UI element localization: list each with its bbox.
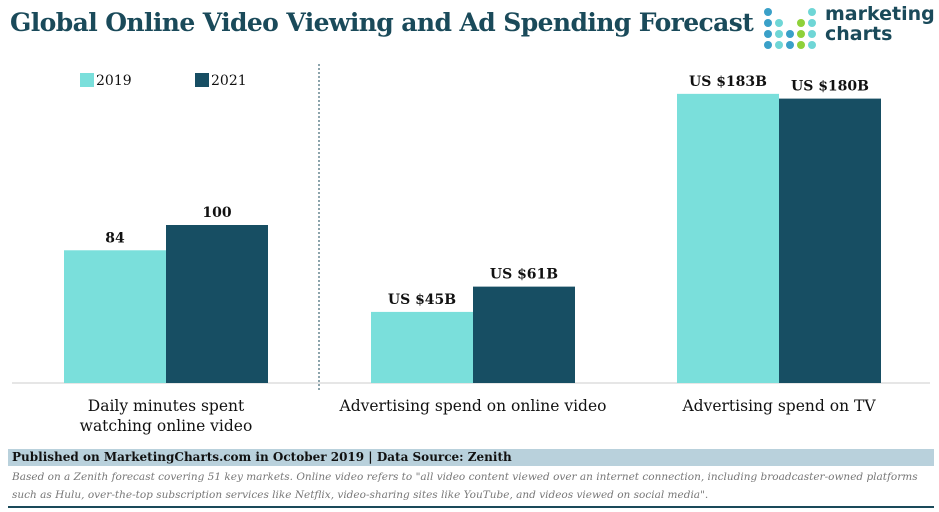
logo-line2: charts: [825, 23, 893, 45]
logo-dot: [808, 19, 816, 27]
bar-2021-1: [166, 225, 268, 383]
data-label: US $45B: [388, 292, 456, 308]
category-label: Daily minutes spent: [88, 397, 245, 415]
bar-2019-2: [371, 311, 473, 383]
logo-text: marketing charts: [825, 4, 935, 44]
logo-dot: [775, 41, 783, 49]
footer-published: Published on MarketingCharts.com in Octo…: [8, 449, 934, 466]
logo-dot: [808, 30, 816, 38]
bar-2019-1: [64, 250, 166, 383]
legend-label-2019: 2019: [96, 73, 132, 89]
logo-dot: [786, 30, 794, 38]
marketingcharts-logo-icon: [764, 8, 816, 49]
logo-dot: [764, 30, 772, 38]
chart-title: Global Online Video Viewing and Ad Spend…: [10, 8, 754, 37]
footer-note: Based on a Zenith forecast covering 51 k…: [12, 471, 918, 501]
bar-chart: 84 US $45B US $183B 2019 100 US $61B US $180B 2…: [12, 64, 930, 435]
logo-dot: [797, 41, 805, 49]
logo-dot: [797, 30, 805, 38]
data-label: 100: [202, 205, 231, 221]
legend-swatch-2019: [80, 73, 94, 87]
footer-divider: [8, 506, 934, 508]
logo-dot: [797, 19, 805, 27]
legend-label-2021: 2021: [211, 73, 247, 89]
bar-2021-3: [779, 98, 881, 383]
logo-dot: [808, 41, 816, 49]
bar-2019-3: [677, 93, 779, 384]
logo-dot: [764, 8, 772, 16]
category-label: Advertising spend on TV: [681, 397, 876, 415]
data-label: US $180B: [791, 79, 869, 95]
data-label: US $61B: [490, 267, 558, 283]
bar-2021-2: [473, 286, 575, 383]
logo-dot: [764, 19, 772, 27]
logo-dot: [764, 41, 772, 49]
legend-swatch-2021: [195, 73, 209, 87]
logo-dot: [775, 30, 783, 38]
logo-dot: [808, 8, 816, 16]
data-label: 84: [105, 230, 125, 246]
data-label: US $183B: [689, 74, 767, 90]
category-label: Advertising spend on online video: [339, 397, 607, 415]
category-label: watching online video: [80, 417, 253, 435]
logo-dot: [775, 19, 783, 27]
logo-dot: [786, 41, 794, 49]
logo-line1: marketing: [825, 3, 935, 25]
